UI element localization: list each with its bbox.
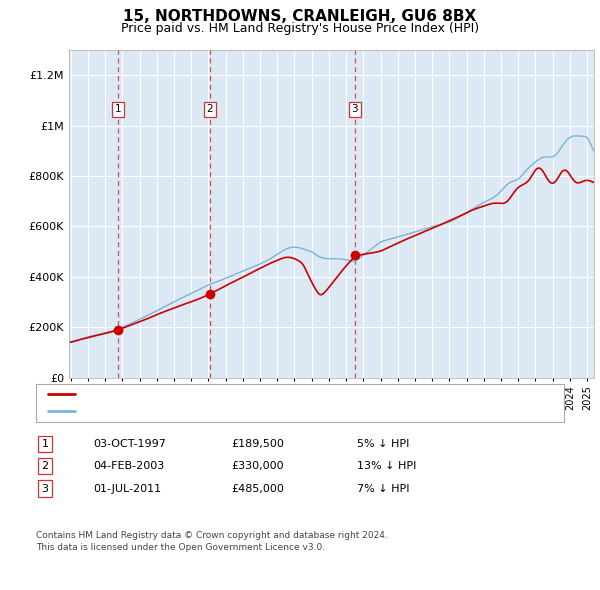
Text: 01-JUL-2011: 01-JUL-2011 <box>93 484 161 493</box>
Text: 1: 1 <box>115 104 121 114</box>
Text: 3: 3 <box>41 484 49 493</box>
Text: £189,500: £189,500 <box>231 439 284 448</box>
Text: HPI: Average price, detached house, Waverley: HPI: Average price, detached house, Wave… <box>81 406 322 416</box>
Text: 15, NORTHDOWNS, CRANLEIGH, GU6 8BX (detached house): 15, NORTHDOWNS, CRANLEIGH, GU6 8BX (deta… <box>81 389 393 399</box>
Text: 15, NORTHDOWNS, CRANLEIGH, GU6 8BX: 15, NORTHDOWNS, CRANLEIGH, GU6 8BX <box>124 9 476 24</box>
Text: 7% ↓ HPI: 7% ↓ HPI <box>357 484 409 493</box>
Text: 1: 1 <box>41 439 49 448</box>
Text: 13% ↓ HPI: 13% ↓ HPI <box>357 461 416 471</box>
Text: 3: 3 <box>352 104 358 114</box>
Text: £485,000: £485,000 <box>231 484 284 493</box>
Text: 5% ↓ HPI: 5% ↓ HPI <box>357 439 409 448</box>
Text: 2: 2 <box>206 104 213 114</box>
Text: 03-OCT-1997: 03-OCT-1997 <box>93 439 166 448</box>
Text: 04-FEB-2003: 04-FEB-2003 <box>93 461 164 471</box>
Text: 2: 2 <box>41 461 49 471</box>
Text: Price paid vs. HM Land Registry's House Price Index (HPI): Price paid vs. HM Land Registry's House … <box>121 22 479 35</box>
Text: Contains HM Land Registry data © Crown copyright and database right 2024.
This d: Contains HM Land Registry data © Crown c… <box>36 531 388 552</box>
Text: £330,000: £330,000 <box>231 461 284 471</box>
